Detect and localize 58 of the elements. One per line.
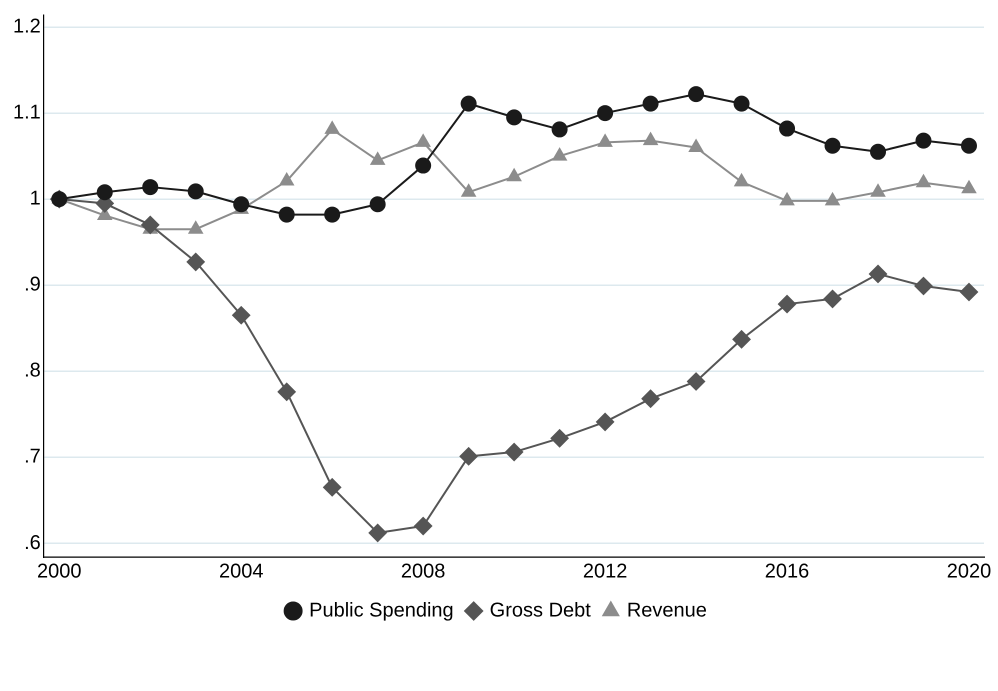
y-tick-label: .6 — [24, 532, 41, 554]
point — [916, 132, 932, 149]
y-tick-label: .9 — [24, 274, 41, 296]
point — [596, 412, 614, 431]
y-tick-label: 1.1 — [12, 102, 41, 124]
point — [142, 179, 158, 196]
point — [323, 478, 342, 496]
point — [415, 158, 432, 174]
point — [324, 206, 340, 223]
point — [278, 206, 295, 223]
point — [960, 138, 977, 154]
point — [824, 290, 842, 308]
point — [642, 96, 659, 112]
point — [506, 109, 522, 126]
point — [869, 264, 888, 283]
point — [552, 121, 568, 138]
point — [280, 173, 294, 186]
point — [278, 382, 296, 401]
y-tick-label: 1 — [30, 188, 41, 210]
point — [370, 196, 386, 212]
point — [732, 330, 751, 348]
point — [460, 447, 478, 466]
point — [688, 86, 704, 102]
point — [186, 252, 205, 271]
point — [233, 196, 250, 212]
point — [779, 120, 796, 137]
point — [687, 372, 706, 390]
point — [597, 105, 614, 122]
x-tick-label: 2004 — [218, 560, 264, 583]
point — [870, 144, 886, 160]
x-tick-label: 2008 — [400, 560, 446, 583]
point — [232, 306, 250, 324]
x-tick-label: 2000 — [37, 560, 82, 583]
point — [550, 429, 569, 448]
point — [914, 277, 933, 295]
point — [188, 183, 204, 200]
point — [778, 295, 796, 314]
point — [505, 443, 524, 462]
x-tick-label: 2012 — [582, 560, 628, 583]
point — [141, 216, 160, 234]
y-tick-label: .8 — [24, 360, 41, 382]
point — [414, 517, 432, 536]
legend-label: Public Spending — [309, 600, 454, 622]
point — [644, 132, 658, 146]
point — [642, 390, 660, 408]
y-tick-label: .7 — [24, 446, 41, 468]
legend-label: Gross Debt — [490, 600, 592, 622]
x-tick-label: 2020 — [946, 560, 992, 583]
point — [552, 148, 567, 161]
legend-label: Revenue — [626, 600, 707, 622]
point — [734, 96, 750, 112]
point — [96, 184, 113, 200]
point — [824, 138, 841, 154]
y-tick-label: 1.2 — [12, 16, 41, 38]
point — [460, 96, 477, 112]
x-tick-label: 2016 — [764, 560, 810, 583]
point — [368, 524, 387, 542]
point — [960, 283, 978, 302]
